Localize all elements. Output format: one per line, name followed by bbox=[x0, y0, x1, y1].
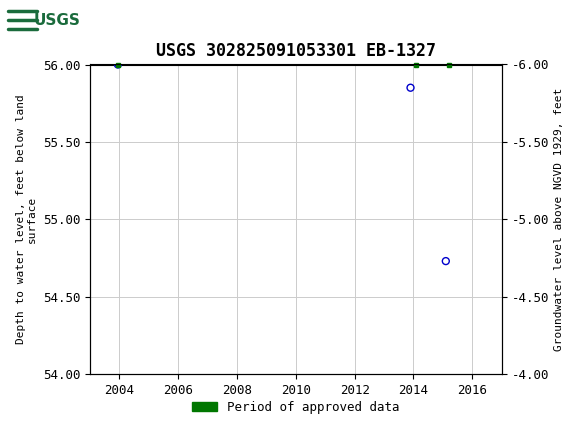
Y-axis label: Groundwater level above NGVD 1929, feet: Groundwater level above NGVD 1929, feet bbox=[554, 88, 564, 351]
Title: USGS 302825091053301 EB-1327: USGS 302825091053301 EB-1327 bbox=[156, 42, 436, 60]
Point bbox=[441, 258, 451, 264]
Legend: Period of approved data: Period of approved data bbox=[187, 396, 404, 419]
Y-axis label: Depth to water level, feet below land
surface: Depth to water level, feet below land su… bbox=[16, 95, 37, 344]
Text: USGS: USGS bbox=[33, 13, 80, 28]
Point bbox=[113, 61, 122, 68]
Bar bbox=[5, 3, 89, 38]
Point bbox=[406, 84, 415, 91]
